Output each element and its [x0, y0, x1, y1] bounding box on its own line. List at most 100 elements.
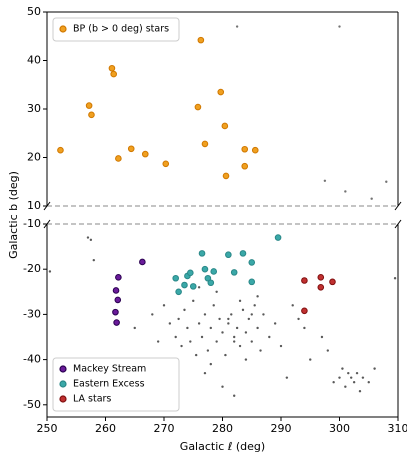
data-point [177, 317, 180, 321]
data-point [183, 308, 186, 312]
data-point [235, 326, 239, 330]
data-point [197, 322, 201, 325]
data-point [175, 288, 182, 296]
data-point [156, 340, 160, 343]
x-axis-label: Galactic ℓ (deg) [180, 440, 265, 453]
legend: BP (b > 0 deg) stars [52, 17, 180, 42]
data-point [92, 258, 96, 262]
data-point [209, 362, 212, 366]
data-point [133, 326, 136, 330]
data-point [221, 122, 229, 130]
data-point [210, 268, 218, 275]
data-point [262, 313, 265, 316]
data-point [174, 335, 177, 339]
data-point [204, 274, 212, 282]
data-point [127, 145, 135, 153]
data-point [86, 236, 90, 239]
data-point [285, 376, 289, 379]
data-point [85, 102, 93, 109]
data-point [209, 326, 212, 330]
data-point [385, 180, 388, 183]
data-point [189, 283, 197, 290]
legend-label: BP (b > 0 deg) stars [73, 24, 169, 35]
data-point [212, 304, 215, 307]
y-tick-label: 30 [27, 102, 41, 115]
data-point [115, 155, 122, 162]
data-point [162, 304, 166, 307]
data-point [241, 145, 249, 153]
data-point [241, 162, 249, 170]
data-point [139, 258, 146, 266]
data-point [168, 322, 172, 325]
data-point [247, 317, 251, 321]
legend-box [52, 357, 180, 412]
data-point [114, 296, 122, 304]
x-tick-label: 300 [329, 422, 350, 435]
data-point [239, 250, 247, 257]
data-point [215, 340, 218, 343]
data-point [172, 274, 179, 282]
data-point [256, 295, 259, 298]
data-point [338, 376, 341, 379]
data-point [89, 238, 93, 242]
data-point [230, 269, 238, 276]
data-point [393, 277, 397, 280]
data-point [279, 344, 283, 348]
legend-marker [59, 365, 67, 373]
data-point [238, 299, 242, 303]
y-tick-label: 50 [27, 5, 41, 18]
data-point [221, 385, 224, 388]
data-point [235, 25, 239, 28]
data-point [320, 335, 324, 339]
data-point [323, 179, 327, 182]
data-point [244, 358, 248, 361]
data-point [291, 304, 294, 307]
x-tick-label: 310 [388, 422, 407, 435]
data-point [326, 349, 329, 352]
data-point [110, 70, 117, 78]
data-point [206, 349, 210, 352]
data-point [248, 259, 256, 266]
data-point [207, 279, 215, 287]
data-point [301, 277, 308, 284]
legend-label: Mackey Stream [73, 364, 146, 375]
data-point [250, 313, 253, 316]
break-mark [394, 201, 402, 211]
data-point [189, 340, 192, 343]
data-point [227, 317, 230, 321]
data-point [221, 331, 224, 334]
data-point [344, 385, 347, 388]
data-point [194, 103, 202, 111]
data-point [273, 322, 277, 325]
data-point [303, 326, 306, 330]
legend-marker [59, 395, 67, 403]
data-point [215, 290, 218, 293]
legend-label: LA stars [73, 394, 111, 405]
break-mark [394, 219, 402, 229]
data-point [361, 376, 365, 379]
data-point [194, 353, 198, 357]
y-tick-label: 40 [27, 54, 41, 67]
data-point [244, 331, 248, 334]
data-point [341, 367, 344, 370]
data-point [317, 274, 325, 281]
data-point [186, 326, 189, 330]
data-point [112, 287, 120, 294]
data-point [347, 371, 350, 375]
data-point [367, 380, 370, 384]
data-point [197, 286, 201, 289]
data-point [233, 340, 236, 343]
data-point [241, 308, 245, 312]
data-point [115, 274, 122, 281]
data-point [317, 283, 325, 291]
data-point [253, 304, 256, 307]
data-point [217, 88, 225, 96]
data-point [370, 197, 373, 200]
data-point [238, 344, 242, 348]
data-point [250, 340, 253, 343]
data-point [274, 234, 282, 241]
data-point [201, 265, 209, 273]
data-point [180, 344, 183, 348]
data-point [200, 335, 204, 339]
